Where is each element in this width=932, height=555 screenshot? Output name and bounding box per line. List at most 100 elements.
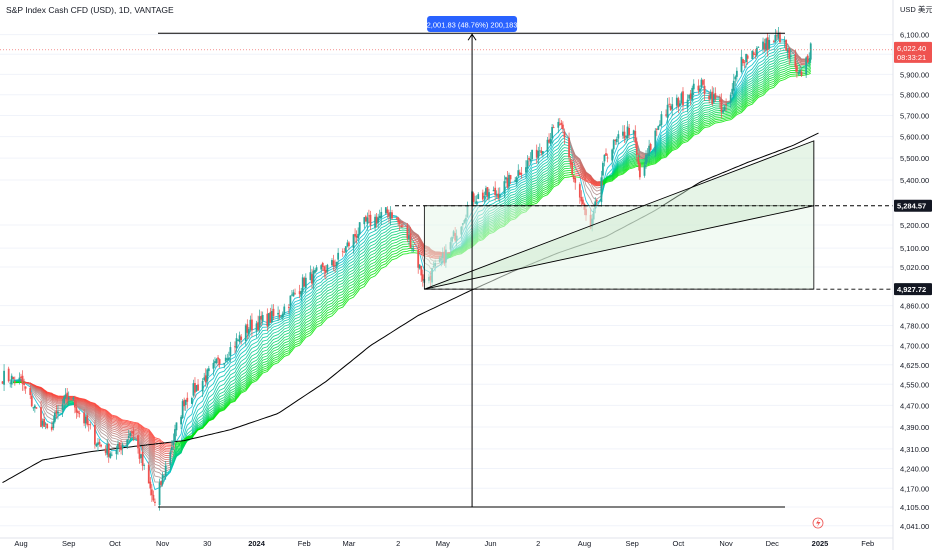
candle-body xyxy=(525,167,527,172)
candle-body xyxy=(79,413,81,414)
candle-body xyxy=(753,52,755,55)
candle-body xyxy=(52,421,54,428)
candle-body xyxy=(85,417,87,424)
candle-body xyxy=(644,165,646,176)
candle-body xyxy=(182,401,184,418)
level-tag-top: 5,284.57 xyxy=(897,202,926,211)
candle-body xyxy=(520,173,522,175)
candle-body xyxy=(214,361,216,363)
x-tick-label: Oct xyxy=(109,539,122,548)
candle-body xyxy=(217,357,219,359)
candle-body xyxy=(106,444,108,455)
x-tick-label: Nov xyxy=(156,539,170,548)
candle-body xyxy=(790,56,792,57)
candle-body xyxy=(508,175,510,186)
candle-body xyxy=(280,315,282,316)
candle-body xyxy=(279,315,281,317)
candle-body xyxy=(148,465,150,484)
candle-body xyxy=(661,114,663,125)
candle-body xyxy=(701,80,703,88)
candle-body xyxy=(129,433,131,436)
x-tick-label: 2 xyxy=(536,539,540,548)
candle-body xyxy=(205,375,207,382)
candle-body xyxy=(633,130,635,134)
candle-body xyxy=(97,443,99,445)
candle-body xyxy=(654,131,656,152)
candle-body xyxy=(183,400,185,406)
candle-body xyxy=(527,160,529,168)
candle-body xyxy=(710,94,712,99)
candle-body xyxy=(163,476,165,477)
candle-body xyxy=(564,132,566,138)
candle-body xyxy=(197,385,199,391)
candle-body xyxy=(385,207,387,213)
candle-body xyxy=(46,424,48,428)
candle-body xyxy=(363,217,365,224)
candle-body xyxy=(31,396,33,407)
candle-body xyxy=(731,89,733,94)
candle-body xyxy=(702,80,704,85)
candle-body xyxy=(657,126,659,130)
candle-body xyxy=(68,397,70,399)
candle-body xyxy=(374,217,376,228)
candle-body xyxy=(366,217,368,223)
candle-body xyxy=(333,261,335,267)
candle-body xyxy=(499,194,501,197)
candle-body xyxy=(730,95,732,103)
candle-body xyxy=(176,422,178,430)
candle-body xyxy=(778,33,780,38)
candle-body xyxy=(29,388,31,395)
candle-body xyxy=(305,278,307,288)
candle-body xyxy=(616,139,618,142)
candle-body xyxy=(290,296,292,307)
candle-body xyxy=(348,243,350,247)
candle-body xyxy=(12,377,14,379)
candle-body xyxy=(3,371,5,385)
candle-body xyxy=(671,104,673,109)
candle-body xyxy=(229,347,231,356)
candle-body xyxy=(323,266,325,271)
candle-body xyxy=(173,441,175,446)
candle-body xyxy=(388,213,390,217)
candle-body xyxy=(105,449,107,453)
candle-body xyxy=(337,253,339,260)
candle-body xyxy=(571,163,573,174)
candle-body xyxy=(370,215,372,226)
candle-body xyxy=(762,42,764,49)
drawings[interactable]: 2,001.83 (48.76%) 200,183 xyxy=(158,16,893,507)
candle-body xyxy=(519,172,521,175)
candle-body xyxy=(637,157,639,165)
candle-body xyxy=(713,94,715,102)
candle-body xyxy=(277,313,279,315)
x-tick-label: Mar xyxy=(342,539,355,548)
candle-body xyxy=(251,320,253,331)
candle-body xyxy=(376,217,378,224)
candle-body xyxy=(553,127,555,128)
candle-body xyxy=(682,91,684,105)
candle-body xyxy=(604,155,606,162)
candle-body xyxy=(345,246,347,252)
candle-body xyxy=(120,446,122,450)
candle-body xyxy=(551,127,553,138)
candle-body xyxy=(483,196,485,197)
candle-body xyxy=(634,131,636,142)
candle-body xyxy=(216,359,218,363)
candle-body xyxy=(764,43,766,49)
candle-body xyxy=(794,55,796,67)
candle-body xyxy=(422,274,424,280)
candle-body xyxy=(670,106,672,110)
candle-body xyxy=(20,377,22,378)
candle-body xyxy=(356,236,358,238)
candle-body xyxy=(66,393,68,400)
candle-body xyxy=(807,56,809,62)
candle-body xyxy=(88,424,90,425)
candle-body xyxy=(497,194,499,198)
candle-body xyxy=(377,217,379,222)
currency-label: USD 美元 xyxy=(900,4,932,14)
candle-body xyxy=(239,335,241,342)
candle-body xyxy=(647,155,649,156)
candle-body xyxy=(268,313,270,326)
candle-body xyxy=(514,180,516,181)
candle-body xyxy=(485,188,487,195)
